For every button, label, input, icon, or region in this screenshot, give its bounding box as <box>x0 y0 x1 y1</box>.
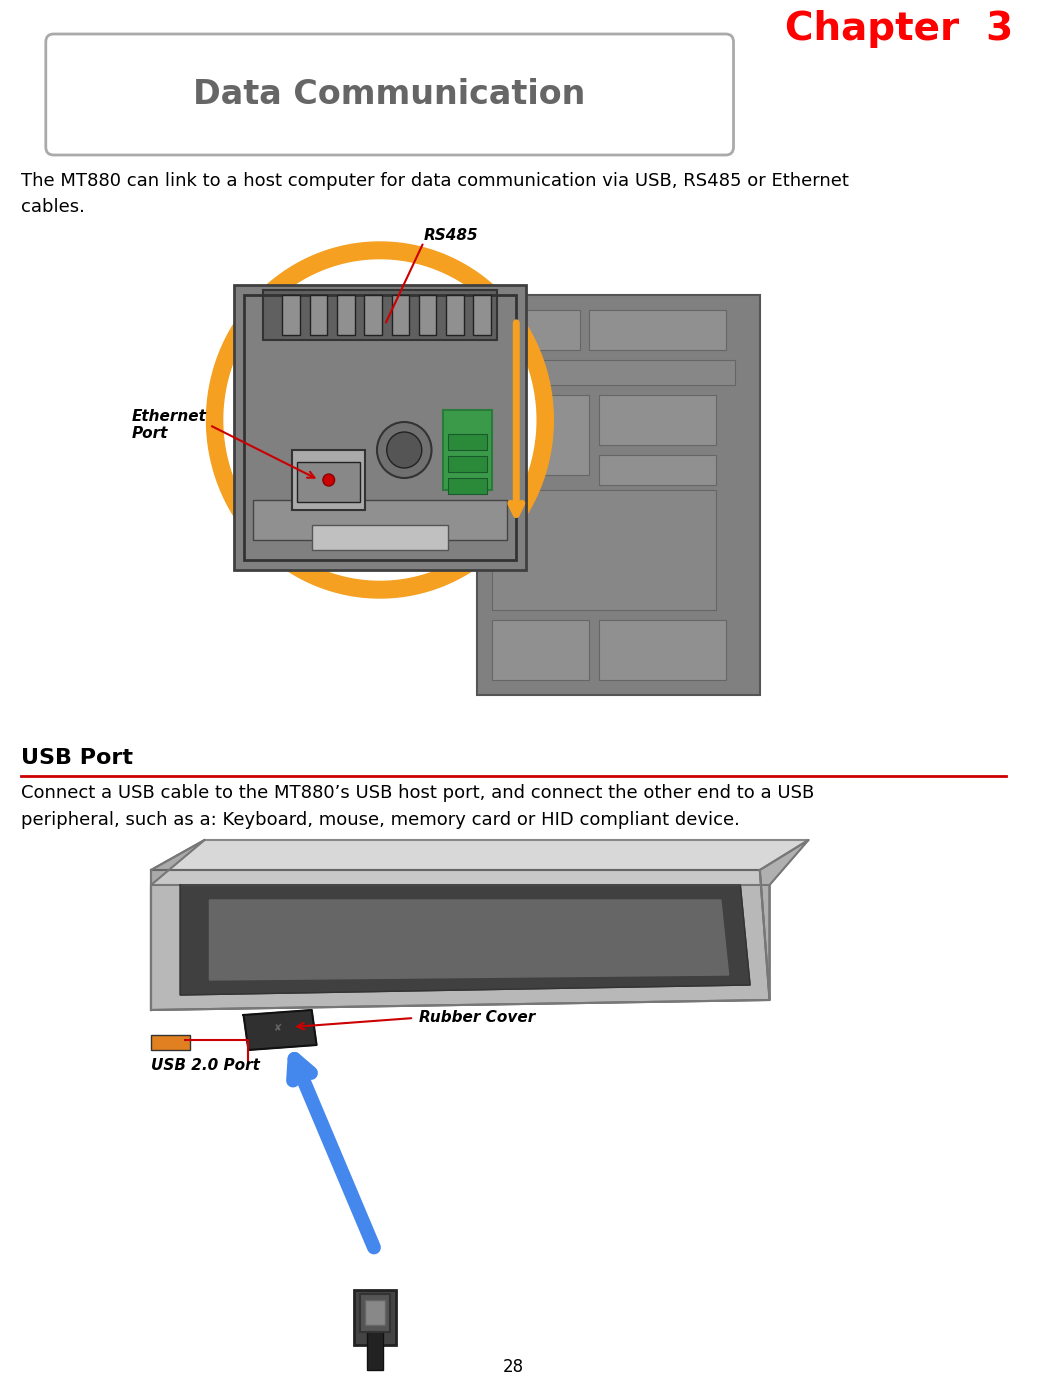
Bar <box>599 455 716 485</box>
Text: ✘: ✘ <box>273 1023 282 1032</box>
Text: 28: 28 <box>503 1359 524 1376</box>
Bar <box>367 1320 383 1370</box>
Polygon shape <box>244 1010 316 1050</box>
Circle shape <box>323 474 334 486</box>
Bar <box>263 290 497 340</box>
Bar <box>492 621 590 680</box>
Bar <box>448 478 487 493</box>
Bar <box>151 1035 190 1050</box>
Polygon shape <box>207 242 553 598</box>
Bar <box>599 621 726 680</box>
FancyBboxPatch shape <box>477 294 760 695</box>
Bar <box>391 294 409 334</box>
Text: Connect a USB cable to the MT880’s USB host port, and connect the other end to a: Connect a USB cable to the MT880’s USB h… <box>21 784 814 829</box>
Polygon shape <box>151 840 205 1010</box>
Bar <box>361 1294 389 1332</box>
Bar <box>311 525 448 550</box>
Circle shape <box>377 422 431 478</box>
Bar <box>599 395 716 445</box>
Bar <box>365 1300 385 1325</box>
Text: Data Communication: Data Communication <box>193 77 586 111</box>
Polygon shape <box>210 900 729 980</box>
Text: RS485: RS485 <box>424 228 478 242</box>
Text: Chapter  3: Chapter 3 <box>785 10 1013 48</box>
Bar <box>292 451 365 510</box>
Text: Ethernet
Port: Ethernet Port <box>132 409 207 441</box>
Polygon shape <box>151 884 769 1010</box>
Bar <box>492 395 590 475</box>
Bar <box>337 294 354 334</box>
Bar <box>253 500 506 540</box>
Bar <box>474 294 491 334</box>
Text: USB 2.0 Port: USB 2.0 Port <box>151 1059 260 1072</box>
Bar <box>353 1289 397 1345</box>
Polygon shape <box>224 260 536 580</box>
FancyBboxPatch shape <box>238 290 521 565</box>
Text: The MT880 can link to a host computer for data communication via USB, RS485 or E: The MT880 can link to a host computer fo… <box>21 171 849 217</box>
Bar <box>364 294 382 334</box>
Bar <box>419 294 437 334</box>
Bar <box>283 294 300 334</box>
Bar <box>310 294 327 334</box>
Polygon shape <box>151 871 769 1010</box>
Bar <box>492 359 735 386</box>
FancyBboxPatch shape <box>45 35 733 155</box>
Polygon shape <box>151 840 808 871</box>
FancyBboxPatch shape <box>234 285 526 569</box>
Bar <box>492 310 579 350</box>
Bar <box>492 491 716 609</box>
Bar <box>298 462 361 502</box>
Polygon shape <box>180 884 750 995</box>
Bar <box>448 456 487 473</box>
Bar <box>446 294 464 334</box>
Bar <box>590 310 726 350</box>
Bar <box>448 434 487 451</box>
Bar <box>443 410 492 491</box>
Bar <box>244 294 516 560</box>
Text: USB Port: USB Port <box>21 748 133 768</box>
Circle shape <box>387 433 422 468</box>
Polygon shape <box>760 840 808 1001</box>
Text: Rubber Cover: Rubber Cover <box>419 1010 535 1025</box>
